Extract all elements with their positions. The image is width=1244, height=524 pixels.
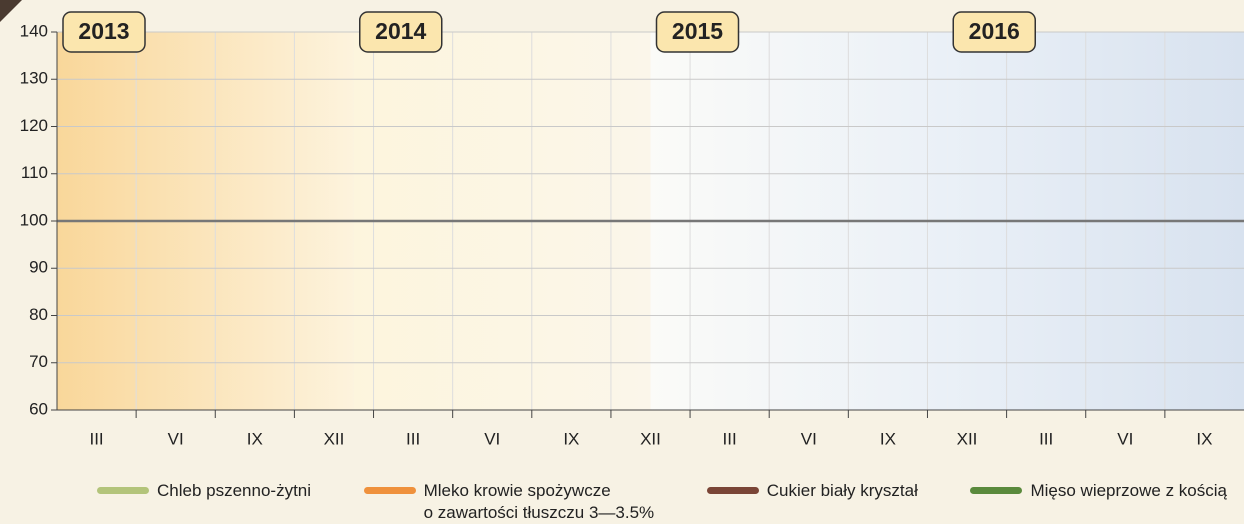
year-box [62, 11, 146, 53]
corner [0, 0, 22, 22]
x-tick-label: XII [324, 429, 345, 448]
legend-label: Mięso wieprzowe z kością [1030, 481, 1227, 500]
y-tick-label: 80 [29, 305, 48, 324]
legend-swatch [706, 487, 759, 494]
year-label: 2014 [375, 18, 426, 44]
year-box [359, 11, 443, 53]
x-tick-label: VI [484, 429, 500, 448]
x-tick-label: IX [1196, 429, 1212, 448]
y-tick-label: 100 [20, 210, 48, 229]
x-tick-label: VI [801, 429, 817, 448]
legend-item: Cukier biały kryształ [706, 480, 918, 524]
x-tick-label: III [406, 429, 420, 448]
x-tick-label: III [723, 429, 737, 448]
y-tick-label: 130 [20, 69, 48, 88]
legend-label: Chleb pszenno-żytni [157, 481, 312, 500]
legend: Chleb pszenno-żytni Mleko krowie spożywcz… [97, 480, 1227, 524]
year-box [952, 11, 1036, 53]
x-tick-label: IX [880, 429, 896, 448]
legend-label: Cukier biały kryształ [766, 481, 918, 500]
year-label: 2015 [672, 18, 723, 44]
y-tick-label: 90 [29, 258, 48, 277]
x-tick-label: VI [1117, 429, 1133, 448]
legend-swatch [97, 487, 149, 494]
legend-swatch [363, 487, 416, 494]
y-tick-label: 70 [29, 352, 48, 371]
x-tick-label: XII [957, 429, 978, 448]
y-tick-label: 120 [20, 116, 48, 135]
x-tick-label: VI [168, 429, 184, 448]
y-tick-label: 60 [29, 399, 48, 418]
year-label: 2016 [969, 18, 1020, 44]
legend-label: Mleko krowie spożywcze o zawartości tłus… [423, 481, 655, 522]
legend-item: Mięso wieprzowe z kością [970, 480, 1227, 524]
x-tick-label: XII [640, 429, 661, 448]
legend-item: Chleb pszenno-żytni [97, 480, 311, 524]
x-tick-label: III [1039, 429, 1053, 448]
y-tick-label: 110 [21, 163, 48, 182]
y-tick-label: 140 [20, 21, 48, 40]
year-label: 2013 [78, 18, 129, 44]
legend-item: Mleko krowie spożywcze o zawartości tłus… [363, 480, 655, 524]
x-tick-label: III [89, 429, 103, 448]
x-tick-label: IX [247, 429, 263, 448]
year-box [655, 11, 740, 53]
x-tick-label: IX [563, 429, 579, 448]
legend-swatch [970, 487, 1023, 494]
